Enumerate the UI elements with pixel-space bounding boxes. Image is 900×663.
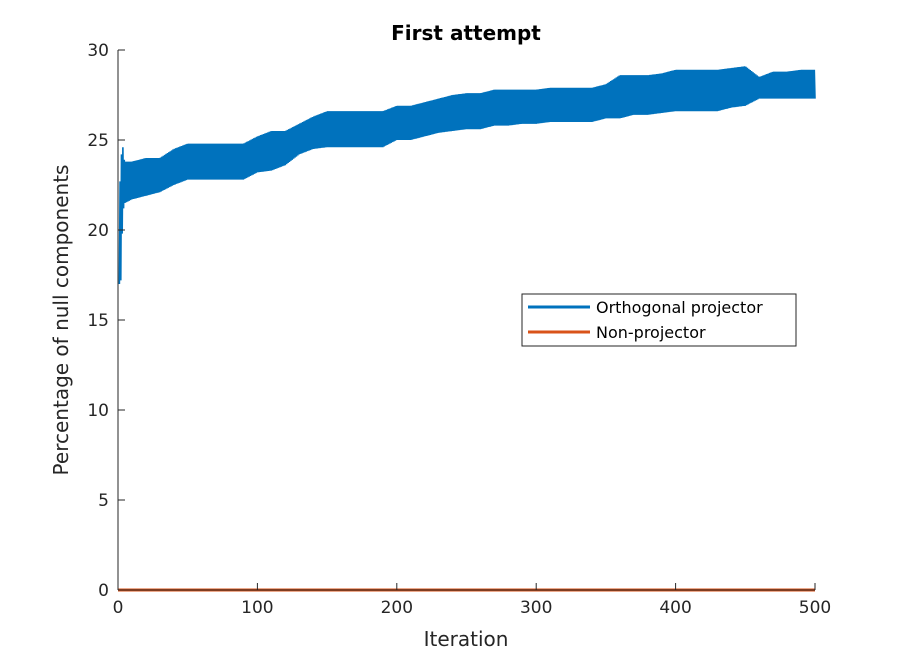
legend-label-orthogonal-projector: Orthogonal projector	[596, 298, 763, 317]
y-tick-label: 15	[87, 311, 109, 331]
y-tick-label: 0	[98, 581, 109, 601]
legend: Orthogonal projector Non-projector	[521, 293, 797, 347]
y-ticks: 0 5 10 15 20 25 30	[87, 41, 125, 601]
x-tick-label: 200	[381, 598, 413, 618]
y-tick-label: 20	[87, 221, 109, 241]
x-tick-label: 300	[520, 598, 552, 618]
x-tick-label: 400	[659, 598, 691, 618]
y-tick-label: 5	[98, 491, 109, 511]
y-tick-label: 25	[87, 131, 109, 151]
legend-box	[521, 293, 797, 347]
y-tick-label: 30	[87, 41, 109, 61]
x-tick-label: 500	[799, 598, 831, 618]
x-axis-label: Iteration	[424, 627, 509, 651]
x-tick-label: 100	[241, 598, 273, 618]
chart-title: First attempt	[391, 21, 541, 45]
y-axis-label: Percentage of null components	[49, 165, 73, 476]
series-line-orthogonal-projector	[118, 66, 816, 285]
y-tick-label: 10	[87, 401, 109, 421]
legend-label-non-projector: Non-projector	[596, 323, 706, 342]
x-ticks: 0 100 200 300 400 500	[113, 583, 831, 618]
x-tick-label: 0	[113, 598, 124, 618]
